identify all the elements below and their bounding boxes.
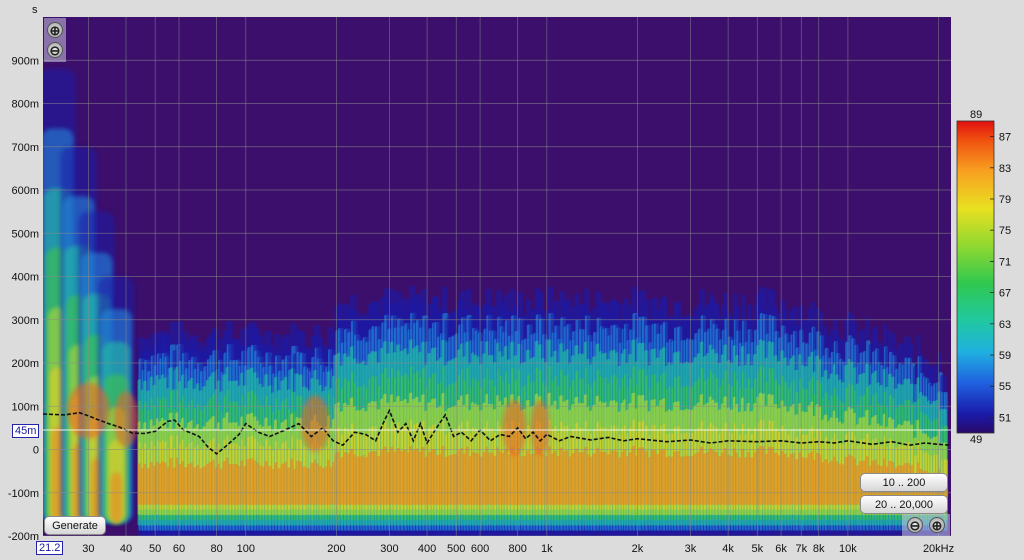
colorbar-tick-label: 83 [999,163,1011,175]
x-tick-label: 200 [327,543,345,555]
range-10-200-button[interactable]: 10 .. 200 [860,473,948,492]
colorbar [956,120,995,434]
energy-time-curve-line [43,408,951,455]
x-tick-label: 4k [722,543,734,555]
cursor-x-readout: 21.2 [36,541,64,555]
x-tick-label: 60 [173,543,185,555]
x-tick-label: 40 [120,543,132,555]
colorbar-tick-label: 75 [999,225,1011,237]
y-tick-label: 600m [11,185,39,197]
x-axis: 30 40 50 60 80 100 200 300 400 500 600 800 1k 2k 3k 4k 5… [82,543,954,555]
x-tick-label: 10k [839,543,857,555]
x-tick-label: 3k [685,543,697,555]
colorbar-bottom-label: 49 [970,434,982,446]
range-20-20000-button[interactable]: 20 .. 20,000 [860,495,948,514]
y-unit-label: s [32,4,38,16]
x-tick-label: 80 [211,543,223,555]
horizontal-zoom-out-icon[interactable]: ⊖ [907,517,923,533]
y-tick-label: 500m [11,228,39,240]
y-tick-label: 700m [11,142,39,154]
cursor-y-readout: 45m [12,424,40,438]
y-tick-label: 800m [11,99,39,111]
heat-lobe [110,472,123,524]
x-tick-label: 50 [149,543,161,555]
colorbar-tick-label: 63 [999,319,1011,331]
heat-peak [300,395,330,452]
zoom-out-icon[interactable]: ⊖ [47,42,63,58]
x-tick-label: 30 [82,543,94,555]
y-tick-label: 900m [11,55,39,67]
x-tick-label: 500 [447,543,465,555]
colorbar-tick-label: 79 [999,194,1011,206]
x-tick-label: 6k [775,543,787,555]
colorbar-tick-label: 55 [999,381,1011,393]
colorbar-tick-label: 59 [999,350,1011,362]
y-axis: 900m 800m 700m 600m 500m 400m 300m 200m 100m 0 -10… [8,55,39,543]
heat-stripe [794,459,800,505]
x-tick-label: 300 [380,543,398,555]
x-tick-label: 8k [813,543,825,555]
y-tick-label: 400m [11,272,39,284]
heat-peak [530,399,550,456]
energy-time-curve [43,408,951,455]
y-tick-label: -200m [8,531,39,543]
colorbar-tick-label: 71 [999,256,1011,268]
x-tick-label: 7k [795,543,807,555]
x-tick-label: 20kHz [923,543,954,555]
zoom-in-icon[interactable]: ⊕ [47,22,63,38]
y-tick-label: 200m [11,358,39,370]
colorbar-tick-label: 87 [999,132,1011,144]
x-tick-label: 800 [509,543,527,555]
y-tick-label: -100m [8,488,39,500]
x-tick-label: 400 [418,543,436,555]
colorbar-top-label: 89 [970,109,982,121]
heat-stripe [823,459,829,505]
y-tick-label: 0 [33,445,39,457]
grid [43,17,951,536]
y-tick-label: 100m [11,401,39,413]
x-tick-label: 600 [471,543,489,555]
x-tick-label: 1k [541,543,553,555]
y-tick-label: 300m [11,315,39,327]
generate-button[interactable]: Generate [44,516,106,535]
horizontal-zoom-in-icon[interactable]: ⊕ [929,517,945,533]
colorbar-ticks: 87 83 79 75 71 67 63 59 55 51 [990,132,1011,424]
x-tick-label: 5k [751,543,763,555]
colorbar-tick-label: 67 [999,288,1011,300]
colorbar-tick-label: 51 [999,412,1011,424]
x-tick-label: 100 [237,543,255,555]
heat-peak [502,399,527,456]
x-tick-label: 2k [632,543,644,555]
